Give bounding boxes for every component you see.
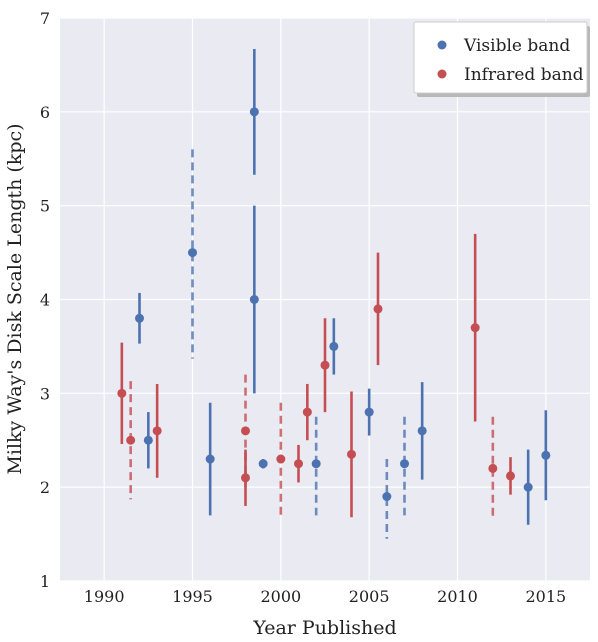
legend-marker-infrared [437, 69, 447, 79]
data-point-visible [364, 407, 374, 417]
data-point-visible [188, 248, 197, 258]
data-point-infrared [470, 323, 480, 333]
data-point-infrared [241, 426, 250, 436]
data-point-infrared [347, 449, 356, 459]
x-tick-label: 1995 [172, 587, 213, 606]
x-tick-label: 2005 [349, 587, 390, 606]
data-point-infrared [117, 388, 127, 398]
y-axis-title: Milky Way's Disk Scale Length (kpc) [4, 123, 26, 474]
y-tick-label: 2 [40, 478, 50, 497]
data-point-visible [249, 107, 259, 117]
data-point-infrared [276, 454, 286, 464]
legend-box [413, 21, 588, 94]
data-point-visible [311, 459, 321, 469]
data-point-visible [135, 313, 144, 323]
data-point-infrared [488, 463, 498, 473]
legend: Visible band Infrared band [413, 21, 590, 97]
data-point-visible [541, 450, 551, 460]
legend-label-visible: Visible band [463, 36, 570, 56]
y-tick-label: 3 [40, 384, 50, 403]
data-point-visible [417, 426, 427, 436]
y-tick-label: 4 [40, 291, 50, 310]
x-tick-label: 2010 [437, 587, 478, 606]
data-point-infrared [302, 407, 312, 417]
data-point-infrared [241, 473, 250, 483]
tick-labels: 1990 1995 2000 2005 2010 2015 1 2 3 4 5 6 7 [40, 9, 566, 606]
data-point-infrared [152, 426, 162, 436]
y-tick-label: 1 [40, 572, 50, 591]
data-point-infrared [320, 360, 330, 370]
y-tick-label: 7 [40, 9, 50, 28]
y-tick-label: 6 [40, 103, 50, 122]
data-point-infrared [126, 435, 136, 445]
series-infrared [117, 233, 515, 521]
data-point-visible [329, 341, 339, 351]
data-point-visible [382, 492, 392, 502]
x-axis-title: Year Published [252, 617, 396, 639]
data-point-visible [258, 459, 268, 469]
data-point-visible [143, 435, 153, 445]
data-point-visible [249, 295, 259, 304]
x-tick-label: 2015 [525, 587, 566, 606]
data-point-infrared [506, 471, 515, 481]
x-tick-label: 1990 [84, 587, 125, 606]
data-point-visible [523, 482, 533, 492]
data-point-infrared [294, 459, 303, 469]
y-tick-label: 5 [40, 197, 50, 216]
data-marks [117, 48, 551, 539]
data-point-infrared [373, 304, 383, 314]
data-point-visible [205, 454, 215, 464]
data-point-visible [400, 459, 409, 469]
x-tick-label: 2000 [260, 587, 301, 606]
legend-label-infrared: Infrared band [464, 65, 584, 85]
series-visible [135, 48, 551, 539]
legend-marker-visible [437, 40, 447, 50]
